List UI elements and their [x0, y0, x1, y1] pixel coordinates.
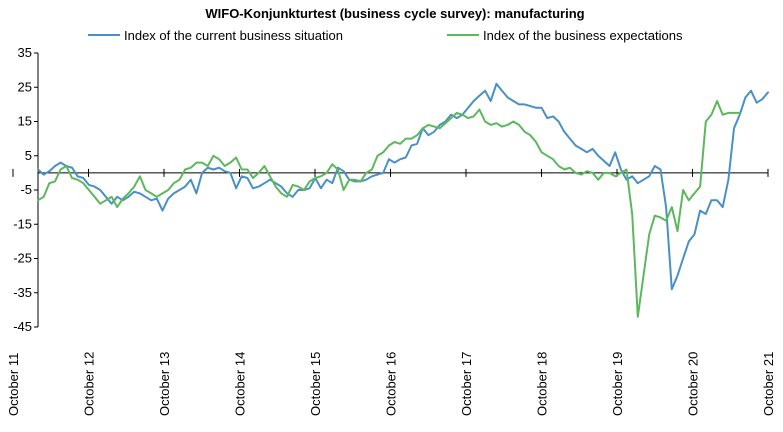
y-tick-label: -35 [13, 285, 32, 300]
y-tick-label: -5 [20, 182, 32, 197]
chart-title: WIFO-Konjunkturtest (business cycle surv… [205, 6, 584, 21]
y-tick-label: -45 [13, 319, 32, 334]
y-tick-label: 25 [18, 79, 32, 94]
legend-label-expectations: Index of the business expectations [483, 28, 683, 43]
x-tick-label: October 18 [535, 352, 550, 416]
x-tick-label: October 11 [6, 353, 21, 416]
x-tick-label: October 16 [384, 352, 399, 416]
y-tick-label: -15 [13, 216, 32, 231]
y-axis: 35 25 15 5 -5 -15 -25 -35 -45 [13, 45, 39, 334]
y-tick-label: 5 [25, 148, 32, 163]
y-tick-label: 15 [18, 114, 32, 129]
x-tick-label: October 13 [157, 352, 172, 416]
legend: Index of the current business situation … [88, 28, 683, 43]
x-tick-label: October 12 [82, 352, 97, 416]
x-tick-label: October 17 [459, 352, 474, 416]
x-tick-label: October 21 [761, 352, 776, 416]
series-layer [37, 82, 769, 318]
x-tick-label: October 15 [308, 352, 323, 416]
series-line-current-situation [37, 82, 769, 291]
x-tick-label: October 14 [233, 352, 248, 416]
x-tick-label: October 19 [610, 352, 625, 416]
y-tick-label: 35 [18, 45, 32, 60]
y-tick-label: -25 [13, 251, 32, 266]
x-axis: October 11 October 12 October 13 October 14… [6, 168, 776, 416]
legend-label-current: Index of the current business situation [124, 28, 343, 43]
x-tick-label: October 20 [686, 352, 701, 416]
series-line-business-expectations [37, 100, 741, 318]
